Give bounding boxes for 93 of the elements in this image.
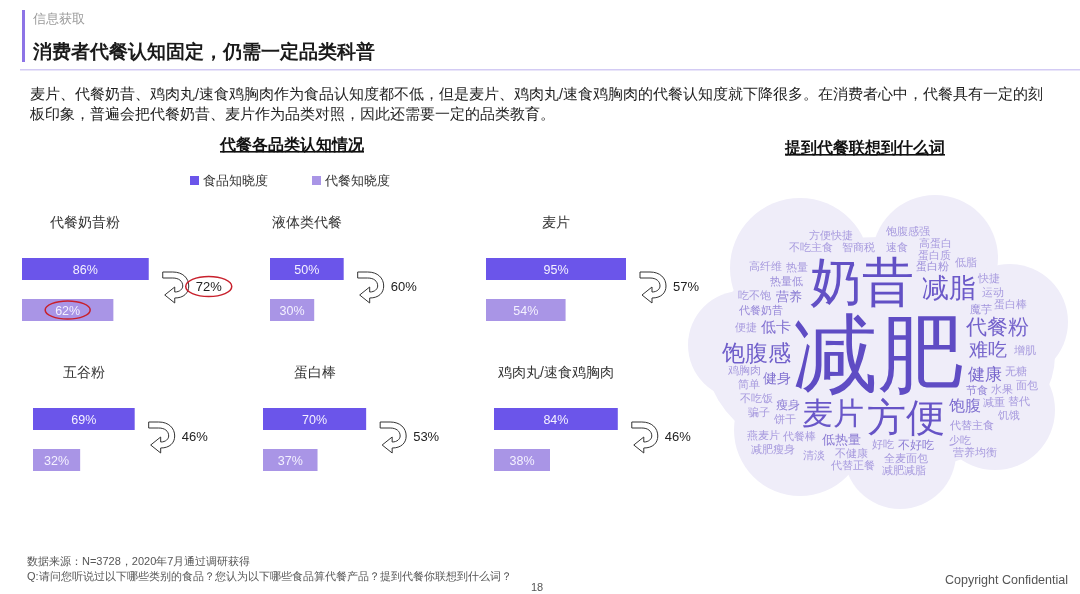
text: 72% xyxy=(195,279,223,294)
category-label: 代餐粉 xyxy=(965,314,1030,338)
category-label: 健康 xyxy=(968,363,1003,384)
category-label: 速食 xyxy=(886,240,909,253)
category-label: 高纤维 xyxy=(748,259,782,272)
category-label: 不好吃 xyxy=(897,438,934,451)
category-label: 快捷 xyxy=(976,272,1000,285)
category-label: 低卡 xyxy=(761,318,792,336)
chart-title: 蛋白棒 xyxy=(293,364,336,380)
chart-title: 麦片 xyxy=(542,214,570,230)
data-label: 95% xyxy=(543,262,569,277)
data-label: 37% xyxy=(277,453,303,468)
data-label: 38% xyxy=(509,453,535,468)
category-label: 奶昔 xyxy=(810,252,915,311)
category-label: 便捷 xyxy=(734,320,757,333)
category-label: 减脂 xyxy=(921,273,976,304)
text: Q:请问您听说过以下哪些类别的食品？您认为以下哪些食品算代餐产品？提到代餐你联想到什么词？ xyxy=(27,570,512,582)
category-label: 不吃主食 xyxy=(789,240,834,253)
data-label: 30% xyxy=(279,303,305,318)
text: 53% xyxy=(413,429,440,444)
category-label: 麦片 xyxy=(801,395,864,431)
category-label: 蛋白粉 xyxy=(916,260,950,273)
category-label: 智商税 xyxy=(842,240,876,253)
source-note: 数据来源：N=3728，2020年7月通过调研获得 xyxy=(27,555,251,567)
category-label: 水果 xyxy=(990,382,1013,395)
category-label: 蛋白质 xyxy=(917,248,951,261)
category-label: 代餐棒 xyxy=(781,430,816,443)
category-label: 不吃饭 xyxy=(740,391,774,404)
category-label: 减肥瘦身 xyxy=(751,443,796,456)
category-label: 鸡胸肉 xyxy=(726,364,761,377)
category-label: 吃不饱 xyxy=(737,289,771,302)
data-label: 86% xyxy=(72,262,98,277)
category-label: 简单 xyxy=(738,378,761,391)
category-label: 代替主食 xyxy=(948,418,994,431)
category-label: 增肌 xyxy=(1013,344,1036,357)
legend-label: 代餐知晓度 xyxy=(324,173,390,188)
category-label: 饱腹感强 xyxy=(885,224,931,237)
category-label: 魔芋 xyxy=(969,302,992,315)
data-label: 50% xyxy=(294,262,320,277)
category-label: 清淡 xyxy=(802,449,825,462)
category-label: 代替正餐 xyxy=(830,458,876,471)
category-label: 低脂 xyxy=(954,256,977,269)
category-label: 瘦身 xyxy=(775,398,800,412)
text: 46% xyxy=(664,429,692,444)
category-label: 全麦面包 xyxy=(884,452,929,465)
category-label: 低热量 xyxy=(822,432,862,448)
chart-title: 鸡肉丸/速食鸡胸肉 xyxy=(496,364,614,380)
category-label: 饱腹感 xyxy=(721,339,792,366)
data-label: 84% xyxy=(543,412,569,427)
category-label: 节食 xyxy=(966,383,989,396)
category-label: 蛋白棒 xyxy=(994,298,1028,311)
category-label: 减肥减脂 xyxy=(882,464,927,477)
text: 60% xyxy=(390,279,418,294)
category-label: 面包 xyxy=(1015,379,1038,392)
text: 18 xyxy=(530,581,544,593)
category-label: 不健康 xyxy=(834,447,868,460)
category-label: 无糖 xyxy=(1004,364,1027,377)
category-label: 饱腹 xyxy=(947,396,981,415)
category-label: 运动 xyxy=(982,286,1005,299)
category-label: 高蛋白 xyxy=(918,236,952,249)
text: 消费者代餐认知固定，仍需一定品类科普 xyxy=(32,41,375,62)
text: Copyright Confidential xyxy=(945,573,1068,587)
text: 57% xyxy=(673,279,700,294)
data-label: 62% xyxy=(55,303,81,318)
category-label: 难吃 xyxy=(968,339,1008,361)
text: 46% xyxy=(181,429,209,444)
category-label: 营养均衡 xyxy=(953,446,998,459)
category-label: 热量 xyxy=(786,260,809,273)
text: 麦片、代餐奶昔、鸡肉丸/速食鸡胸肉作为食品认知度都不低，但是麦片、鸡肉丸/速食鸡胸肉的代餐认知度就下降很多。在消费者心中，代餐具有一定的刻板印象，普遍会把代餐奶昔、麦片作为品类对照，因此还需要一定的品类教育。 xyxy=(29,86,1044,122)
chart-title: 五谷粉 xyxy=(62,364,105,380)
data-label: 69% xyxy=(71,412,97,427)
category-label: 营养 xyxy=(775,289,802,305)
data-label: 32% xyxy=(44,453,70,468)
chart-title: 液体类代餐 xyxy=(271,214,342,230)
category-label: 燕麦片 xyxy=(747,428,781,441)
category-label: 好吃 xyxy=(871,437,894,450)
category-label: 热量低 xyxy=(769,275,803,288)
category-label: 代餐奶昔 xyxy=(737,304,783,317)
category-label: 饼干 xyxy=(773,413,797,426)
text: 提到代餐联想到什么词 xyxy=(784,139,945,156)
category-label: 替代 xyxy=(1008,394,1031,407)
category-label: 饥饿 xyxy=(997,409,1021,422)
data-label: 70% xyxy=(302,412,328,427)
category-label: 少吃 xyxy=(948,433,971,446)
category-label: 方便快捷 xyxy=(808,228,853,241)
text: 信息获取 xyxy=(33,12,85,26)
category-label: 减重 xyxy=(982,395,1005,408)
chart-title: 代餐奶昔粉 xyxy=(49,214,121,230)
category-label: 骗子 xyxy=(747,406,770,419)
category-label: 方便 xyxy=(867,396,946,440)
data-label: 54% xyxy=(513,303,539,318)
legend-label: 食品知晓度 xyxy=(203,173,268,188)
category-label: 健身 xyxy=(763,369,792,386)
